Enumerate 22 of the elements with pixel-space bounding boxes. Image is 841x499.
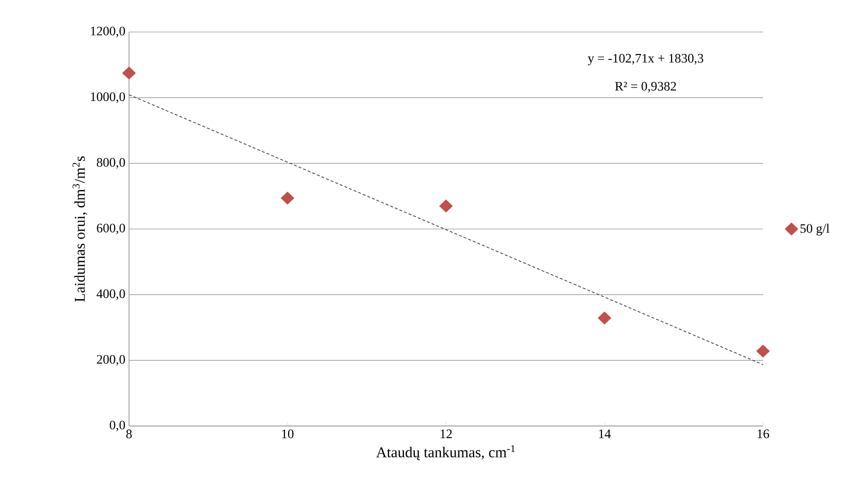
x-tick-label: 12 <box>440 430 452 438</box>
legend-label: 50 g/l <box>800 224 830 236</box>
y-tick-label: 400,0 <box>96 289 125 300</box>
x-tick-label: 16 <box>758 430 770 438</box>
y-tick-label: 0,0 <box>110 420 125 432</box>
annotation: y = -102,71x + 1830,3 <box>588 54 704 66</box>
point <box>598 312 612 324</box>
y-tick-label: 200,0 <box>96 355 125 366</box>
point <box>122 66 136 80</box>
x-axis-title: Ataudų tankumas, cm$^{-1}$ <box>376 445 515 460</box>
point <box>756 344 770 358</box>
x-tick-label: 14 <box>599 430 611 438</box>
x-tick-label: 10 <box>282 430 294 438</box>
annotation: R² = 0,9382 <box>615 82 676 92</box>
y-tick-label: 600,0 <box>96 224 125 234</box>
x-tick-label: 8 <box>126 430 132 438</box>
y-tick-label: 1200,0 <box>91 26 125 38</box>
y-tick-label: 1000,0 <box>91 92 125 103</box>
y-axis-title: Laidumas orui, dm$^{3}$/m$^{2}$s <box>72 156 88 302</box>
point <box>439 200 453 212</box>
point <box>280 192 294 205</box>
y-tick-label: 800,0 <box>96 158 125 169</box>
